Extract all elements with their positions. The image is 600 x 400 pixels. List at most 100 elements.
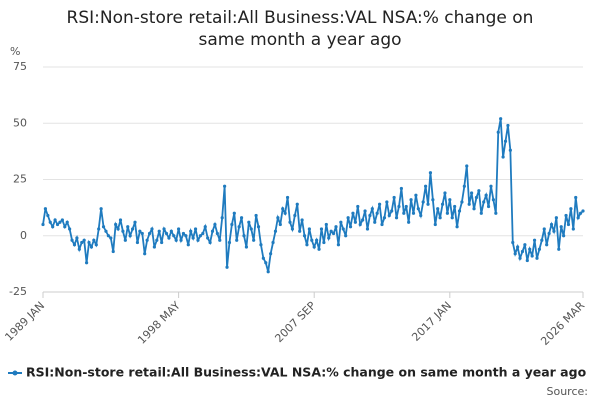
data-point (196, 238, 200, 242)
data-point (428, 171, 433, 175)
data-point (317, 247, 321, 251)
data-point (145, 238, 149, 242)
data-point (327, 236, 331, 240)
data-point (499, 117, 503, 121)
data-point (540, 238, 544, 242)
data-point (363, 209, 367, 213)
data-point (414, 193, 418, 197)
data-point (520, 249, 525, 254)
data-point (138, 229, 142, 233)
x-tick-label: 2007 SEP (272, 299, 318, 345)
data-point (80, 240, 84, 245)
data-point (494, 211, 498, 215)
data-point (351, 211, 355, 215)
data-point (230, 222, 234, 227)
data-point (443, 191, 447, 195)
data-point (484, 193, 488, 197)
data-point (511, 240, 515, 245)
data-point (348, 225, 353, 229)
data-point (121, 229, 125, 233)
legend-swatch (12, 370, 18, 376)
data-point (186, 243, 190, 247)
data-point (160, 240, 164, 245)
data-point (92, 238, 96, 242)
data-point (63, 225, 67, 229)
data-point (331, 231, 336, 236)
data-point (547, 231, 551, 236)
data-point (123, 238, 127, 242)
data-point (189, 229, 193, 233)
data-point (566, 222, 571, 227)
data-point (552, 229, 556, 233)
data-point (409, 198, 413, 202)
data-point (506, 123, 510, 128)
data-point (315, 238, 319, 242)
data-point (273, 229, 278, 233)
data-point (48, 220, 52, 224)
data-point (242, 234, 246, 238)
data-point (167, 236, 171, 240)
data-point (53, 218, 57, 222)
data-point (302, 234, 307, 238)
data-point (334, 225, 338, 229)
data-point (549, 222, 554, 227)
data-point (564, 213, 568, 218)
chart-title: same month a year ago (198, 30, 401, 50)
data-point (324, 222, 328, 227)
data-point (172, 234, 176, 238)
data-point (254, 213, 258, 218)
data-point (293, 213, 297, 218)
y-tick-label: 25 (13, 173, 27, 186)
data-point (387, 213, 391, 218)
data-point (206, 236, 210, 240)
data-point (322, 240, 326, 245)
data-point (239, 216, 244, 220)
data-point (336, 243, 341, 247)
data-point (298, 229, 302, 233)
data-point (440, 202, 445, 206)
data-point (426, 202, 430, 206)
data-point (235, 238, 239, 242)
data-point (486, 204, 491, 209)
y-tick-label: 50 (13, 116, 27, 129)
data-point (116, 227, 120, 231)
data-point (508, 148, 512, 152)
data-point (46, 213, 50, 218)
data-point (300, 218, 304, 222)
data-point (264, 261, 268, 265)
data-point (554, 216, 558, 220)
data-point (295, 202, 299, 206)
data-point (501, 155, 505, 159)
data-point (99, 207, 103, 211)
data-point (462, 184, 466, 188)
data-point (276, 216, 280, 220)
data-point (312, 245, 316, 249)
data-point (140, 231, 144, 236)
data-point (72, 243, 77, 247)
data-point (375, 211, 379, 215)
data-point (491, 198, 496, 202)
data-point (578, 211, 583, 215)
data-point (339, 220, 343, 224)
data-point (210, 229, 215, 233)
data-point (203, 225, 207, 229)
data-point (467, 202, 471, 206)
data-point (344, 234, 348, 238)
data-point (390, 209, 394, 213)
data-point (181, 231, 186, 236)
data-point (399, 186, 403, 191)
data-point (358, 222, 362, 227)
data-point (416, 207, 420, 211)
data-point (89, 245, 94, 249)
data-point (109, 236, 113, 240)
data-point (436, 207, 440, 211)
data-point (191, 236, 195, 240)
data-point (382, 216, 387, 220)
data-point (150, 227, 154, 231)
data-point (361, 218, 365, 222)
data-point (448, 198, 452, 202)
data-point (385, 200, 389, 204)
data-point (225, 265, 229, 269)
data-point (571, 227, 575, 231)
